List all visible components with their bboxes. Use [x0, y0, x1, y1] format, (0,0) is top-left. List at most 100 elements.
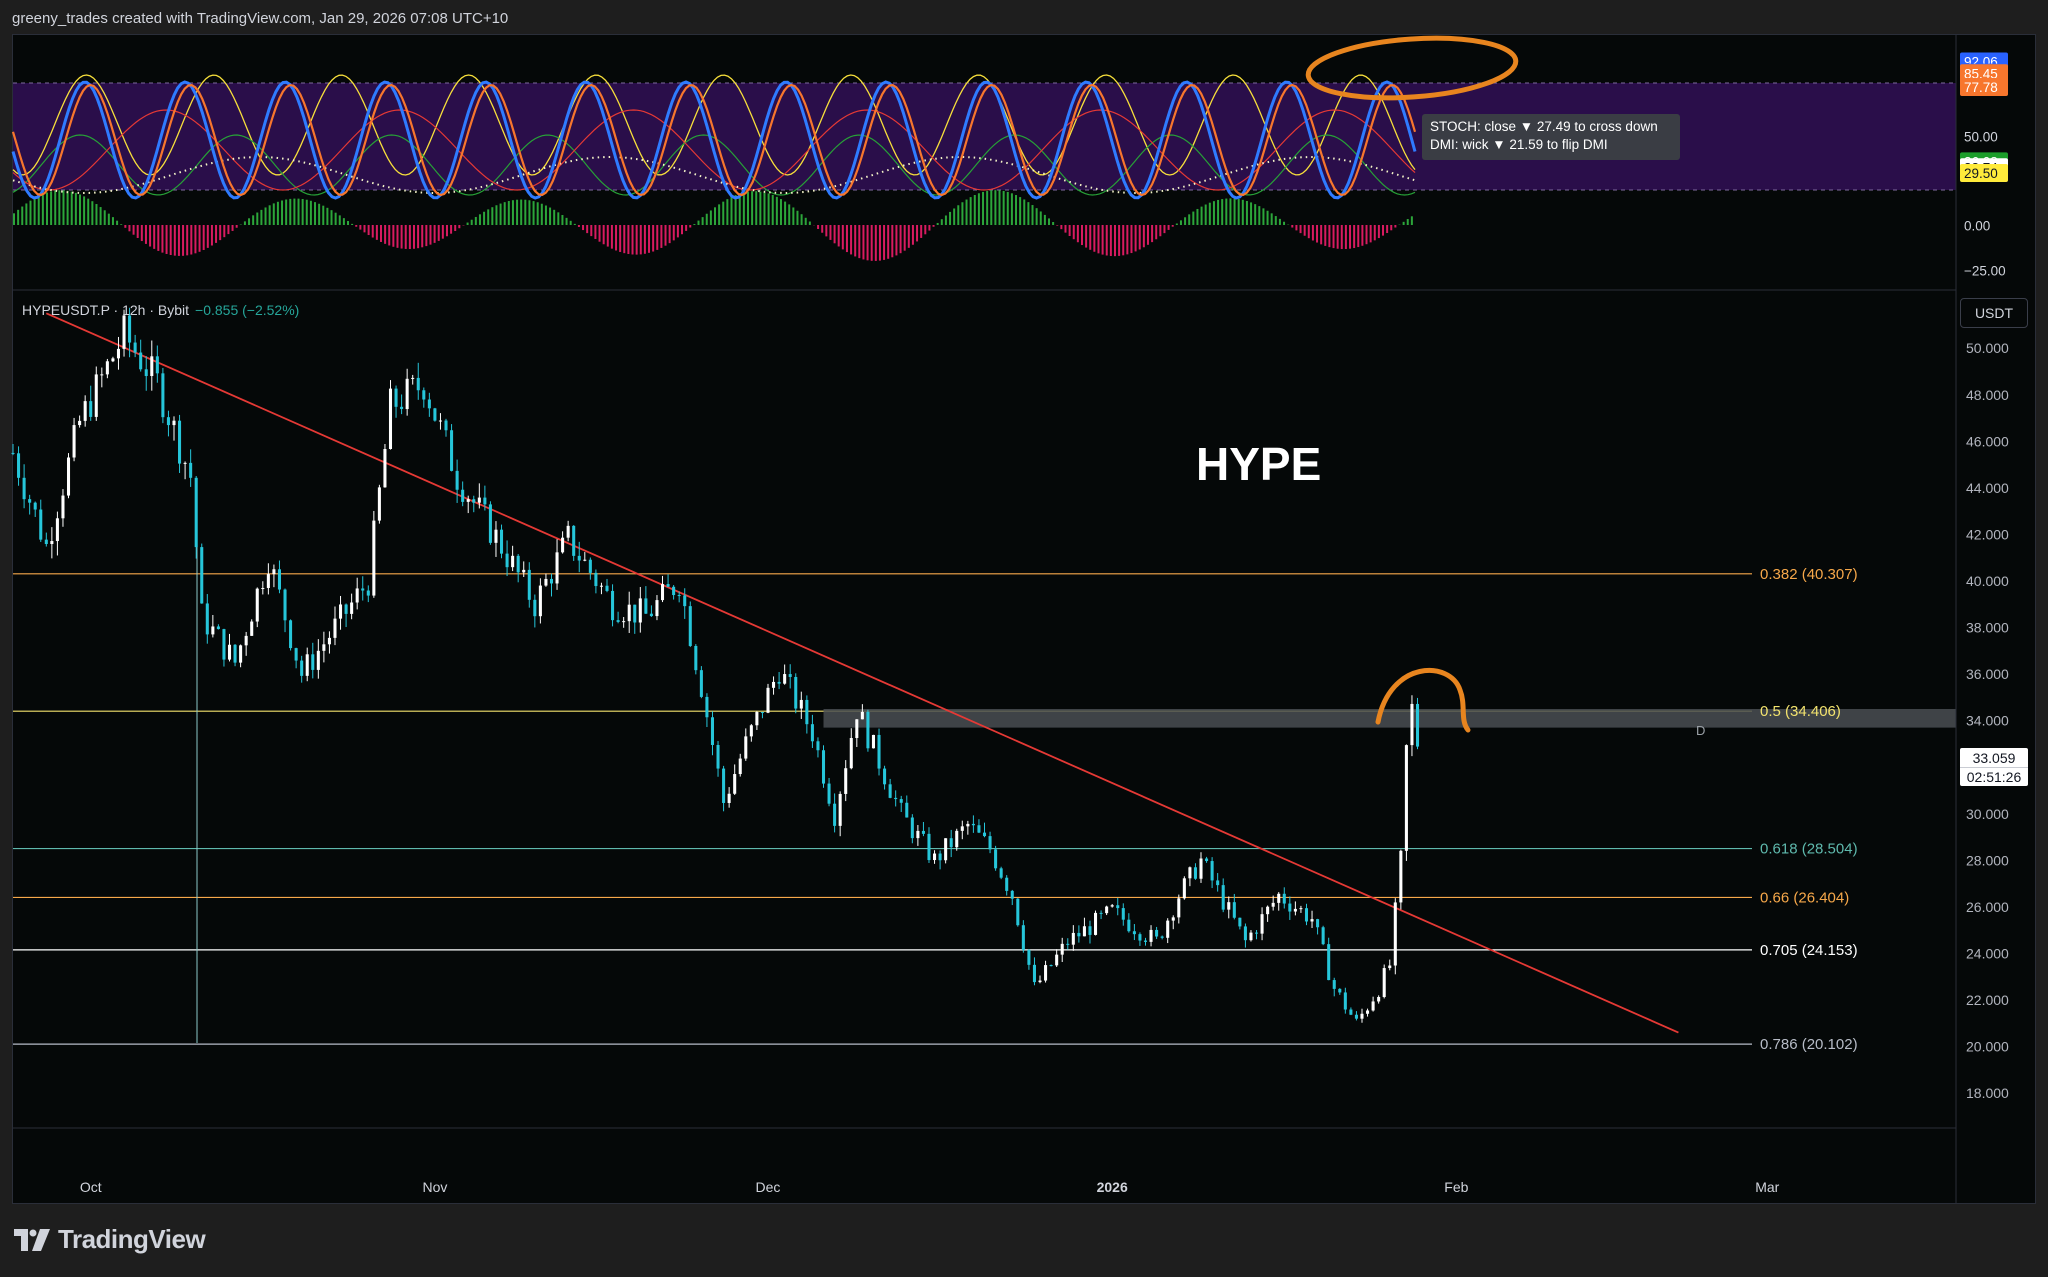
histogram-bar	[182, 225, 185, 256]
histogram-bar	[734, 195, 737, 225]
histogram-bar	[136, 225, 139, 238]
candle-body	[194, 477, 198, 548]
price-tick-label: 46.000	[1966, 433, 2009, 449]
histogram-bar	[718, 204, 721, 225]
histogram-bar	[1336, 225, 1339, 249]
histogram-bar	[58, 190, 61, 225]
currency-selector[interactable]: USDT	[1960, 298, 2028, 328]
candle-body	[660, 584, 665, 601]
histogram-bar	[1233, 198, 1236, 225]
candle-body	[888, 784, 892, 798]
histogram-bar	[1382, 225, 1385, 236]
candle-body	[294, 648, 298, 661]
candle-body	[1199, 858, 1203, 879]
candle-body	[788, 674, 792, 677]
candle-body	[833, 803, 837, 826]
candle-body	[688, 606, 692, 646]
histogram-bar	[1163, 225, 1166, 234]
candle-body	[821, 750, 826, 784]
histogram-bar	[1369, 225, 1372, 243]
histogram-bar	[165, 225, 168, 254]
histogram-bar	[982, 191, 985, 225]
histogram-bar	[190, 225, 193, 255]
candle-body	[622, 621, 626, 623]
fib-level-label: 0.786 (20.102)	[1760, 1036, 1858, 1053]
candle-body	[1243, 926, 1247, 941]
candle-body	[50, 541, 54, 545]
oscillator-value-badge	[1960, 64, 2008, 83]
histogram-bar	[95, 204, 98, 225]
histogram-bar	[1245, 200, 1248, 225]
histogram-bar	[656, 225, 659, 250]
histogram-bar	[1340, 225, 1343, 250]
candle-body	[1149, 929, 1153, 942]
histogram-bar	[1056, 225, 1059, 226]
histogram-bar	[491, 207, 494, 225]
candle-body	[877, 734, 881, 769]
candle-body	[1266, 906, 1270, 915]
histogram-bar	[1349, 225, 1352, 249]
histogram-bar	[421, 225, 424, 248]
candle-body	[1088, 926, 1092, 935]
histogram-bar	[1402, 221, 1405, 225]
time-scale[interactable]: Oct Nov Dec 2026 Feb Mar	[80, 1179, 1780, 1195]
histogram-bar	[557, 212, 560, 225]
candle-body	[1277, 893, 1281, 903]
tradingview-logo: TradingView	[14, 1224, 206, 1255]
histogram-bar	[920, 225, 923, 238]
candle-body	[388, 388, 393, 450]
histogram-bar	[215, 225, 218, 243]
candle-body	[544, 578, 548, 586]
price-tick-label: 48.000	[1966, 387, 2009, 403]
adx-line	[12, 134, 1416, 196]
candle-body	[716, 744, 720, 769]
histogram-bar	[615, 225, 618, 251]
candle-body	[1332, 980, 1336, 989]
symbol-legend[interactable]: HYPEUSDT.P · 12h · Bybit −0.855 (−2.52%)	[22, 302, 299, 318]
candle-body	[128, 315, 132, 343]
histogram-bar	[21, 206, 24, 225]
highlight-circle	[1305, 35, 1519, 101]
price-tick-label: 42.000	[1966, 526, 2009, 542]
candle-body	[849, 738, 853, 769]
histogram-bar	[742, 192, 745, 225]
candle-body	[722, 768, 726, 803]
histogram-bar	[940, 219, 943, 225]
histogram-bar	[45, 192, 48, 225]
candle-body	[483, 497, 487, 505]
fib-level-label: 0.705 (24.153)	[1760, 942, 1858, 959]
histogram-bar	[1320, 225, 1323, 245]
histogram-bar	[1262, 208, 1265, 225]
candle-body	[783, 674, 787, 684]
candle-body	[433, 408, 437, 421]
candle-body	[22, 477, 26, 500]
candle-body	[305, 654, 309, 676]
candle-body	[1310, 919, 1314, 922]
candle-body	[561, 537, 565, 553]
histogram-bar	[1373, 225, 1376, 241]
candle-body	[55, 518, 59, 542]
candle-body	[555, 552, 559, 584]
histogram-bar	[1254, 204, 1257, 225]
candle-body	[1021, 925, 1025, 950]
histogram-bar	[664, 225, 667, 246]
chart-frame[interactable]	[12, 34, 2036, 1204]
histogram-bar	[507, 201, 510, 225]
histogram-bar	[804, 217, 807, 225]
histogram-bar	[1361, 225, 1364, 246]
histogram-bar	[309, 200, 312, 225]
oscillator-tick-label: 29.50	[1964, 166, 1998, 181]
histogram-bar	[887, 225, 890, 259]
candle-body	[277, 569, 281, 590]
histogram-bar	[528, 200, 531, 225]
histogram-bar	[1126, 225, 1129, 255]
candle-body	[572, 525, 576, 556]
candle-body	[966, 823, 970, 827]
histogram-bar	[301, 199, 304, 225]
histogram-bar	[272, 203, 275, 225]
histogram-bar	[268, 205, 271, 225]
price-scale[interactable]: 18.000 20.000 22.000 24.000 26.000 28.000 30.0…	[1966, 340, 2009, 1101]
candle-body	[422, 390, 426, 400]
histogram-bar	[87, 198, 90, 225]
